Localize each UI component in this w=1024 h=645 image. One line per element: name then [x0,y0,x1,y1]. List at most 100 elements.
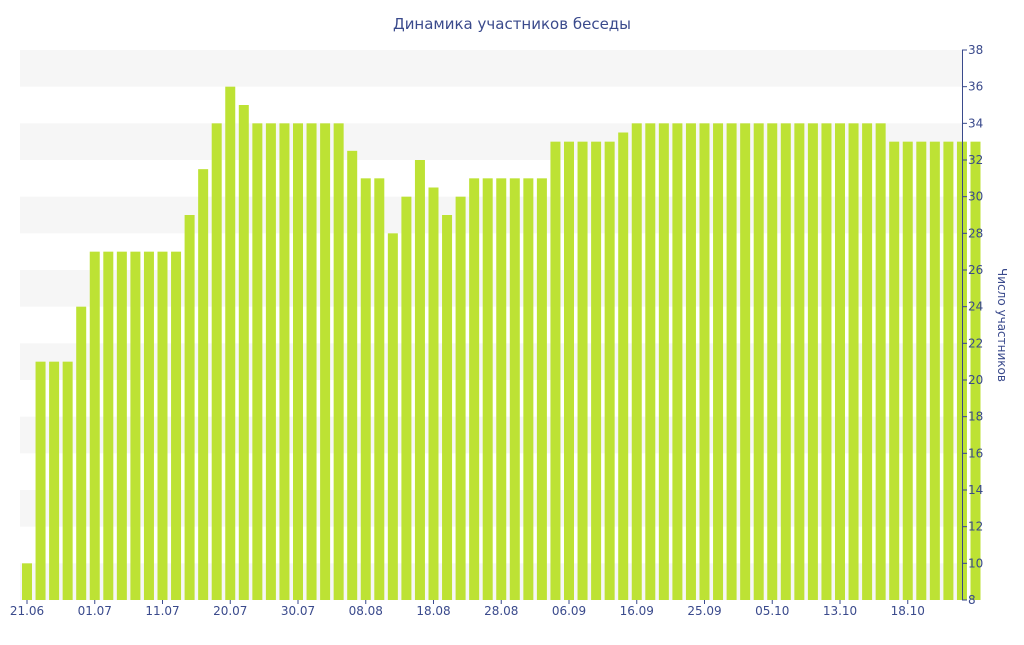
bar [591,141,602,600]
y-axis-label: Число участников [995,268,1009,382]
bar [496,178,507,601]
bar [130,251,141,600]
bar [442,215,453,600]
bar [469,178,480,601]
bar [862,123,873,600]
bar [645,123,656,600]
bar [577,141,588,600]
bar [726,123,737,600]
bar [780,123,791,600]
bar [956,141,967,600]
y-tick-label: 38 [968,43,983,57]
bar [347,150,358,601]
bar [171,251,182,600]
bar [794,123,805,600]
x-tick-label: 08.08 [349,604,383,618]
bar [658,123,669,600]
bar [76,306,87,600]
x-tick-label: 28.08 [484,604,518,618]
x-tick-label: 05.10 [755,604,789,618]
bar [767,123,778,600]
bar [631,123,642,600]
x-tick-label: 11.07 [145,604,179,618]
bar [807,123,818,600]
bar [889,141,900,600]
bar [198,169,209,600]
bar [929,141,940,600]
x-tick-label: 01.07 [78,604,112,618]
bar [713,123,724,600]
x-tick-label: 20.07 [213,604,247,618]
bar [143,251,154,600]
bar [455,196,466,600]
bar [184,215,195,600]
bar [753,123,764,600]
bar [293,123,303,600]
x-tick-label: 30.07 [281,604,315,618]
grid-band [20,50,962,87]
x-tick-label: 18.10 [891,604,925,618]
y-tick-label: 8 [968,593,976,607]
bar [157,251,168,600]
bar [401,196,412,600]
bar [387,233,398,601]
x-tick-label: 06.09 [552,604,586,618]
bar [970,141,981,600]
bar [943,141,954,600]
bar [89,251,100,600]
bar [902,141,913,600]
bar [333,123,344,600]
y-tick-label: 28 [968,226,983,240]
bar [49,361,60,600]
bar [916,141,927,600]
bar [35,361,46,600]
bar [685,123,696,600]
bar [672,123,683,600]
y-axis-ticks: 8 10 12 14 16 18 20 22 24 26 28 30 32 34 36 38 [962,43,983,607]
bar [252,123,263,600]
bar [740,123,751,600]
y-tick-label: 26 [968,263,983,277]
bar [509,178,520,601]
x-tick-label: 25.09 [687,604,721,618]
bar [835,123,845,600]
bar [428,187,439,600]
x-tick-label: 13.10 [823,604,857,618]
x-axis-ticks: 21.06 01.07 11.07 20.07 30.07 08.08 18.08 28.08… [10,600,925,618]
bar [225,86,236,600]
bar [320,123,331,600]
y-tick-label: 34 [968,116,983,130]
bar [238,105,249,600]
x-tick-label: 16.09 [620,604,654,618]
y-tick-label: 36 [968,80,983,94]
x-tick-label: 18.08 [416,604,450,618]
bar [374,178,385,601]
bar [265,123,276,600]
y-tick-label: 10 [968,556,983,570]
bar [550,141,561,600]
bar [618,132,629,600]
bar [414,160,425,600]
bar [564,141,574,600]
bar [536,178,547,601]
bar [279,123,290,600]
y-tick-label: 24 [968,300,983,314]
bar [103,251,114,600]
bar [22,563,32,600]
bar [62,361,73,600]
chart-title: Динамика участников беседы [393,15,631,33]
bar [821,123,832,600]
bar [306,123,317,600]
grid-band [20,123,962,160]
y-tick-label: 12 [968,520,983,534]
y-tick-label: 14 [968,483,983,497]
x-tick-label: 21.06 [10,604,44,618]
bar [699,123,710,600]
bar [116,251,127,600]
y-tick-label: 20 [968,373,983,387]
y-tick-label: 32 [968,153,983,167]
bar [848,123,859,600]
bar [482,178,493,601]
bar [875,123,886,600]
